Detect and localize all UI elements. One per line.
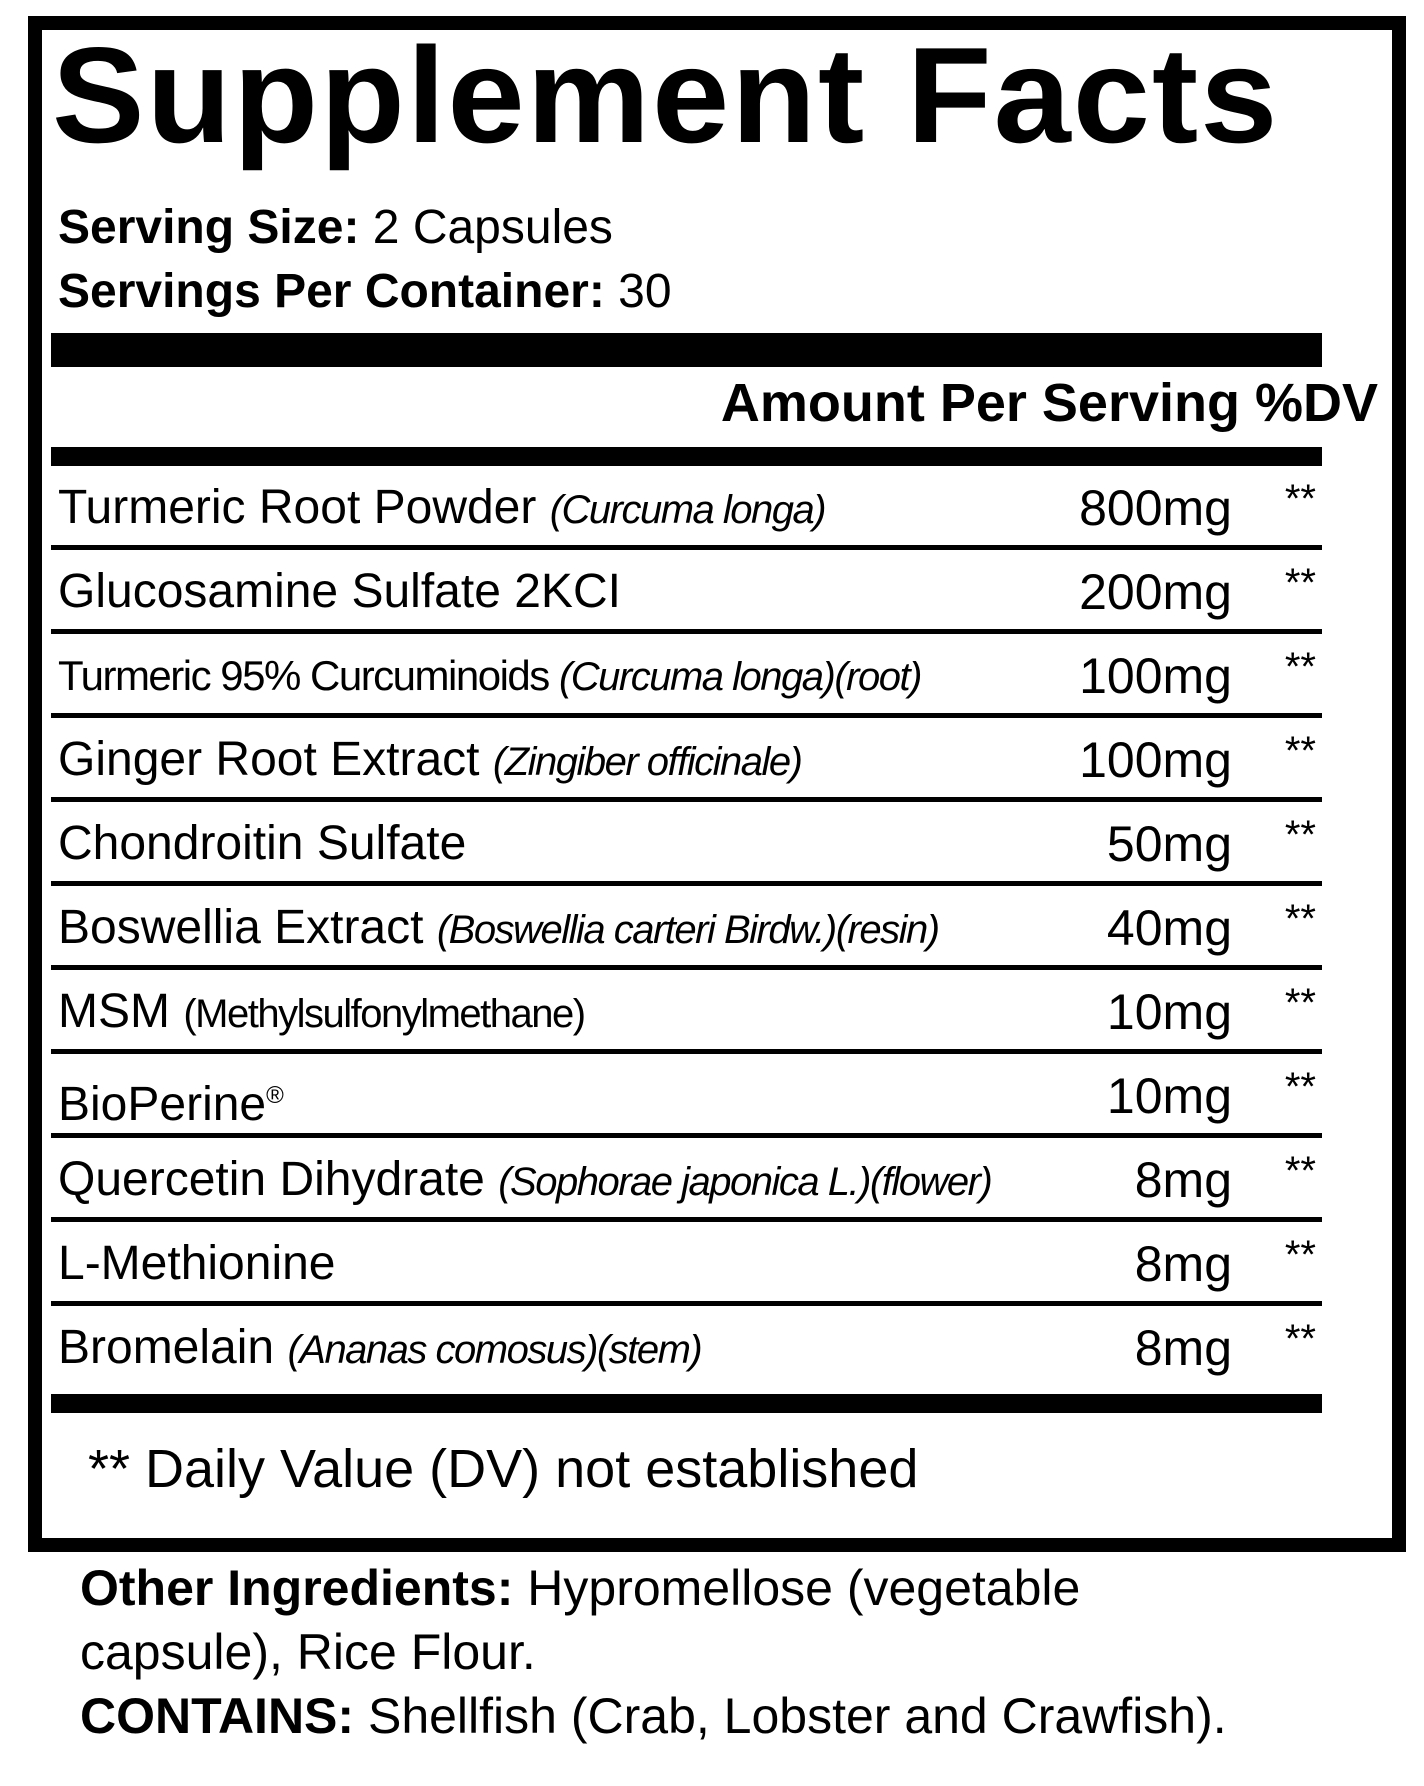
ingredient-name: Turmeric Root Powder (Curcuma longa)	[58, 480, 827, 538]
contains-label: CONTAINS:	[80, 1688, 355, 1744]
ingredient-amount: 10mg	[1106, 1068, 1232, 1124]
ingredient-name-text: MSM	[58, 985, 170, 1038]
ingredient-name-text: L-Methionine	[58, 1237, 336, 1290]
ingredient-row: Ginger Root Extract (Zingiber officinale…	[51, 718, 1322, 802]
ingredient-dv: **	[1284, 981, 1316, 1025]
ingredient-amount: 50mg	[1106, 816, 1232, 872]
ingredient-dv: **	[1284, 645, 1316, 689]
ingredient-dv: **	[1284, 561, 1316, 605]
ingredient-source: (Zingiber officinale)	[492, 740, 803, 784]
allergen-statement: CONTAINS: Shellfish (Crab, Lobster and C…	[80, 1686, 1227, 1746]
divider-thick	[51, 333, 1322, 367]
other-ingredients-label: Other Ingredients:	[80, 1560, 514, 1616]
supplement-facts-panel	[28, 16, 1406, 1552]
ingredient-name-text: BioPerine	[58, 1078, 267, 1131]
ingredient-dv: **	[1284, 729, 1316, 773]
ingredient-name-text: Chondroitin Sulfate	[58, 817, 467, 870]
ingredient-source: (Curcuma longa)	[549, 488, 827, 532]
ingredient-dv: **	[1284, 477, 1316, 521]
ingredient-row: MSM (Methylsulfonylmethane) 10mg **	[51, 970, 1322, 1054]
ingredient-name: Chondroitin Sulfate	[58, 816, 466, 872]
ingredient-name: Boswellia Extract (Boswellia carteri Bir…	[58, 900, 940, 958]
ingredient-name-text: Ginger Root Extract	[58, 733, 480, 786]
servings-value: 30	[618, 265, 672, 318]
ingredient-amount: 40mg	[1106, 900, 1232, 956]
ingredient-amount: 200mg	[1079, 564, 1232, 620]
ingredient-amount: 100mg	[1079, 648, 1232, 704]
ingredient-dv: **	[1284, 1317, 1316, 1361]
serving-size-value: 2 Capsules	[372, 201, 613, 254]
ingredient-row: Bromelain (Ananas comosus)(stem) 8mg **	[51, 1306, 1322, 1390]
ingredient-source: (Methylsulfonylmethane)	[183, 992, 586, 1036]
divider-medium	[51, 447, 1322, 466]
row-divider	[51, 1133, 1322, 1138]
serving-size: Serving Size: 2 Capsules	[58, 200, 613, 256]
footnote: ** Daily Value (DV) not established	[88, 1439, 919, 1499]
ingredient-source: (Sophorae japonica L.)(flower)	[498, 1160, 993, 1204]
ingredient-name: Quercetin Dihydrate (Sophorae japonica L…	[58, 1152, 993, 1210]
ingredient-name: MSM (Methylsulfonylmethane)	[58, 984, 586, 1042]
divider-bottom	[51, 1394, 1322, 1413]
ingredient-name: BioPerine®	[58, 1068, 284, 1133]
ingredient-dv: **	[1284, 1233, 1316, 1277]
row-divider	[51, 629, 1322, 634]
ingredient-name-text: Turmeric 95% Curcuminoids	[58, 652, 550, 699]
ingredient-source: (Boswellia carteri Birdw.)(resin)	[436, 908, 940, 952]
panel-title: Supplement Facts	[52, 19, 1280, 171]
ingredient-row: L-Methionine 8mg **	[51, 1222, 1322, 1306]
ingredient-name: Bromelain (Ananas comosus)(stem)	[58, 1320, 703, 1378]
row-divider	[51, 1301, 1322, 1306]
servings-per-container: Servings Per Container: 30	[58, 264, 672, 320]
ingredient-dv: **	[1284, 1065, 1316, 1109]
ingredient-amount: 800mg	[1079, 480, 1232, 536]
ingredient-row: Chondroitin Sulfate 50mg **	[51, 802, 1322, 886]
ingredient-row: Quercetin Dihydrate (Sophorae japonica L…	[51, 1138, 1322, 1222]
ingredient-row: BioPerine® 10mg **	[51, 1054, 1322, 1138]
ingredient-name-text: Glucosamine Sulfate 2KCI	[58, 565, 621, 618]
registered-mark: ®	[266, 1082, 284, 1109]
other-ingredients-line1: Hypromellose (vegetable	[527, 1560, 1081, 1616]
row-divider	[51, 713, 1322, 718]
row-divider	[51, 1217, 1322, 1222]
other-ingredients: Other Ingredients: Hypromellose (vegetab…	[80, 1558, 1080, 1618]
ingredient-name: Ginger Root Extract (Zingiber officinale…	[58, 732, 803, 790]
ingredient-source: (Ananas comosus)(stem)	[287, 1328, 702, 1372]
row-divider	[51, 1049, 1322, 1054]
ingredient-amount: 8mg	[1134, 1236, 1232, 1292]
servings-label: Servings Per Container:	[58, 265, 605, 318]
row-divider	[51, 545, 1322, 550]
ingredient-name-text: Bromelain	[58, 1321, 275, 1374]
ingredient-dv: **	[1284, 1149, 1316, 1193]
row-divider	[51, 881, 1322, 886]
ingredient-amount: 10mg	[1106, 984, 1232, 1040]
row-divider	[51, 965, 1322, 970]
other-ingredients-cont: capsule), Rice Flour.	[80, 1624, 536, 1680]
ingredient-row: Turmeric 95% Curcuminoids (Curcuma longa…	[51, 634, 1322, 718]
ingredient-row: Boswellia Extract (Boswellia carteri Bir…	[51, 886, 1322, 970]
ingredient-source: (Curcuma longa)(root)	[558, 655, 922, 699]
ingredient-name: Turmeric 95% Curcuminoids (Curcuma longa…	[58, 648, 922, 705]
ingredient-name: L-Methionine	[58, 1236, 336, 1292]
column-header: Amount Per Serving %DV	[720, 373, 1378, 433]
ingredient-amount: 8mg	[1134, 1320, 1232, 1376]
ingredient-name-text: Turmeric Root Powder	[58, 481, 537, 534]
ingredient-row: Glucosamine Sulfate 2KCI 200mg **	[51, 550, 1322, 634]
ingredient-amount: 100mg	[1079, 732, 1232, 788]
ingredient-amount: 8mg	[1134, 1152, 1232, 1208]
ingredient-row: Turmeric Root Powder (Curcuma longa) 800m…	[51, 466, 1322, 550]
ingredient-name: Glucosamine Sulfate 2KCI	[58, 564, 621, 620]
row-divider	[51, 797, 1322, 802]
ingredient-dv: **	[1284, 897, 1316, 941]
ingredient-name-text: Quercetin Dihydrate	[58, 1153, 485, 1206]
serving-size-label: Serving Size:	[58, 201, 360, 254]
ingredient-dv: **	[1284, 813, 1316, 857]
ingredient-name-text: Boswellia Extract	[58, 901, 424, 954]
contains-value: Shellfish (Crab, Lobster and Crawfish).	[367, 1688, 1227, 1744]
